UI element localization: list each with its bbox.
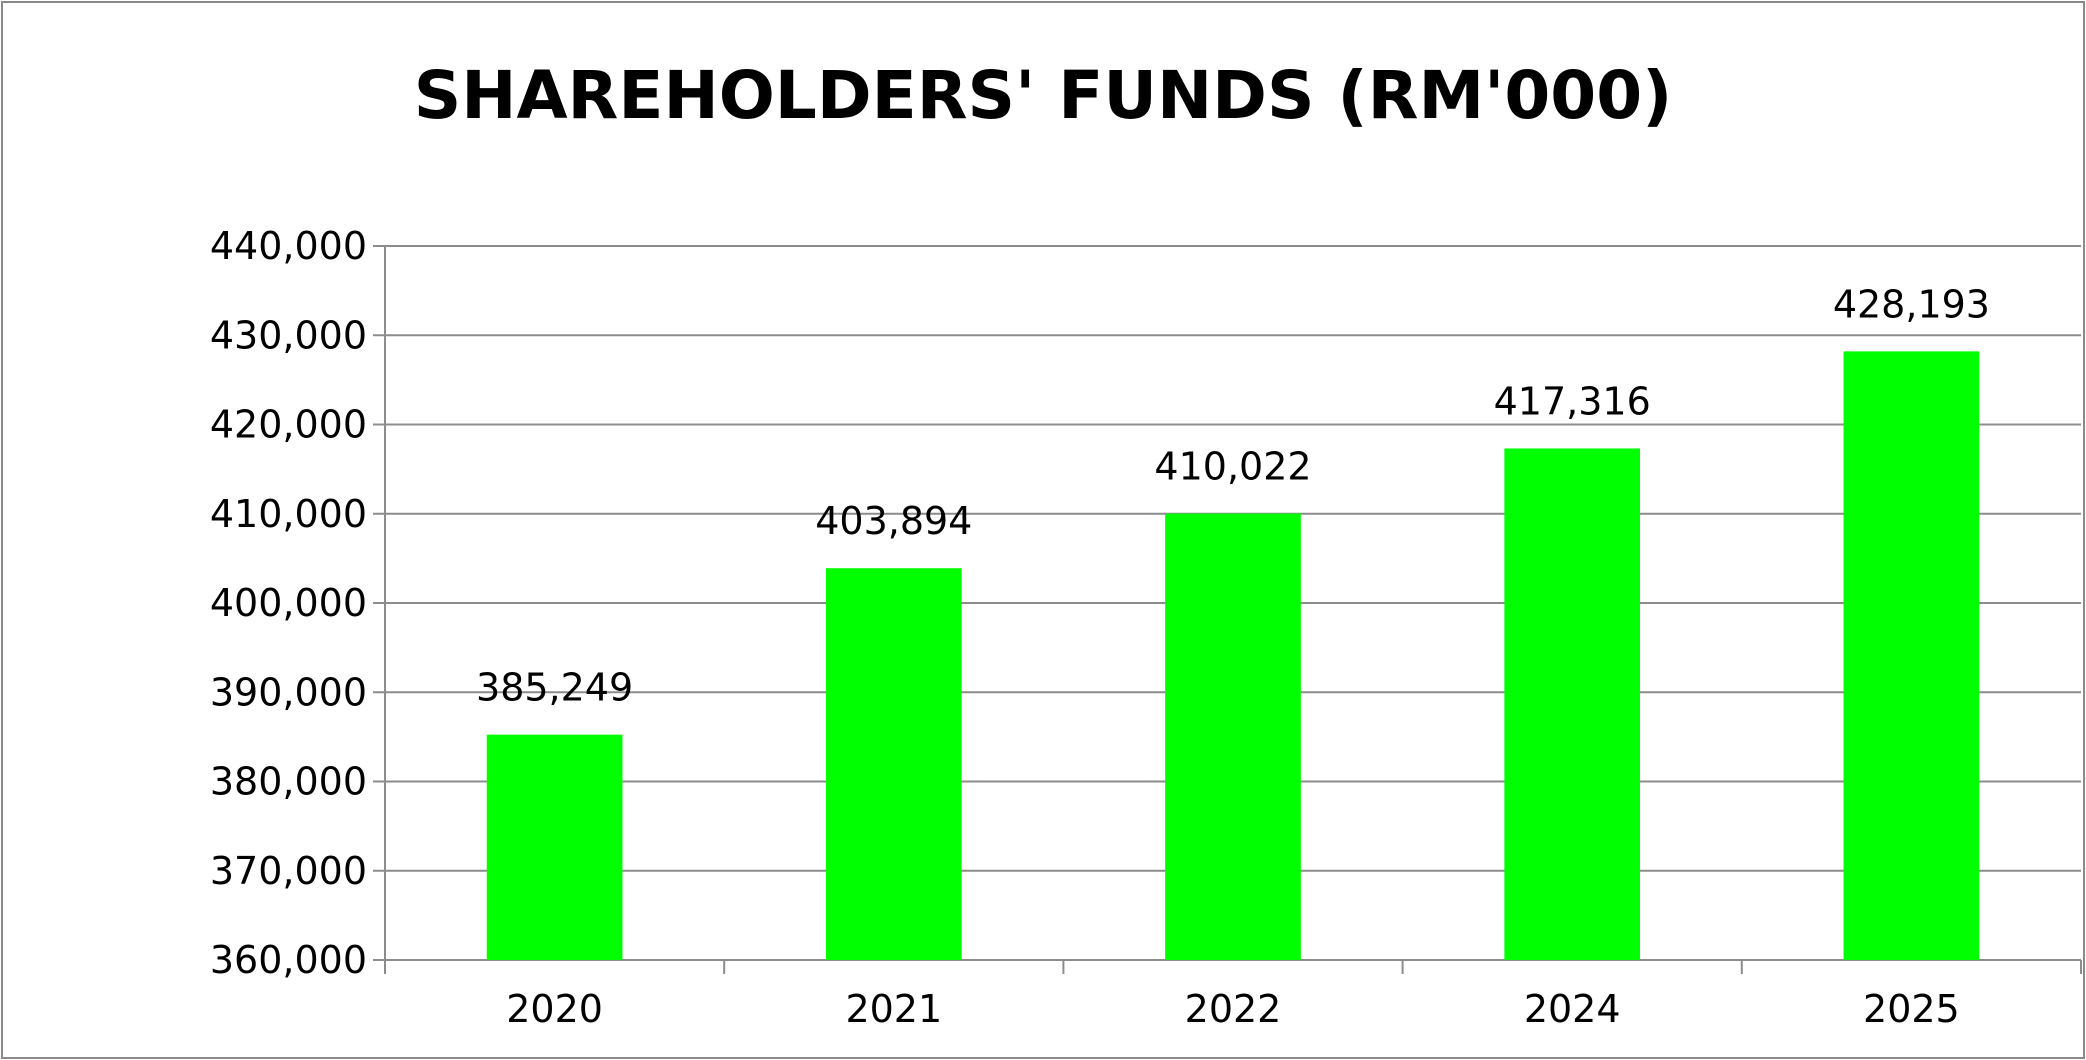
x-tick-label: 2021 (845, 987, 942, 1031)
x-tick-label: 2024 (1524, 987, 1621, 1031)
data-label: 385,249 (476, 666, 633, 710)
y-tick-label: 440,000 (210, 224, 367, 268)
x-tick-label: 2025 (1863, 987, 1960, 1031)
bar-2025 (1843, 351, 1980, 961)
bar-2022 (1165, 513, 1301, 960)
data-label: 428,193 (1833, 282, 1990, 326)
y-tick-label: 430,000 (210, 313, 367, 357)
labels: 360,000 370,000 380,000 390,000 400,000 410,0… (210, 224, 1990, 1031)
y-tick-label: 370,000 (210, 849, 367, 893)
y-tick-label: 400,000 (210, 581, 367, 625)
data-label: 417,316 (1494, 379, 1651, 423)
bar-chart: SHAREHOLDERS' FUNDS (RM'000) 360,000 370,… (210, 57, 2082, 1031)
bar-2024 (1504, 448, 1641, 960)
data-label: 410,022 (1154, 445, 1311, 489)
data-label: 403,894 (815, 499, 972, 543)
bar-2021 (825, 568, 962, 960)
x-tick-label: 2022 (1185, 987, 1282, 1031)
bar-2020 (486, 734, 623, 960)
bars (486, 351, 1980, 961)
x-tick-label: 2020 (506, 987, 603, 1031)
y-tick-label: 420,000 (210, 403, 367, 447)
y-tick-label: 360,000 (210, 938, 367, 982)
y-tick-label: 410,000 (210, 492, 367, 536)
y-tick-label: 380,000 (210, 760, 367, 804)
y-tick-label: 390,000 (210, 670, 367, 714)
chart-title: SHAREHOLDERS' FUNDS (RM'000) (414, 57, 1673, 134)
